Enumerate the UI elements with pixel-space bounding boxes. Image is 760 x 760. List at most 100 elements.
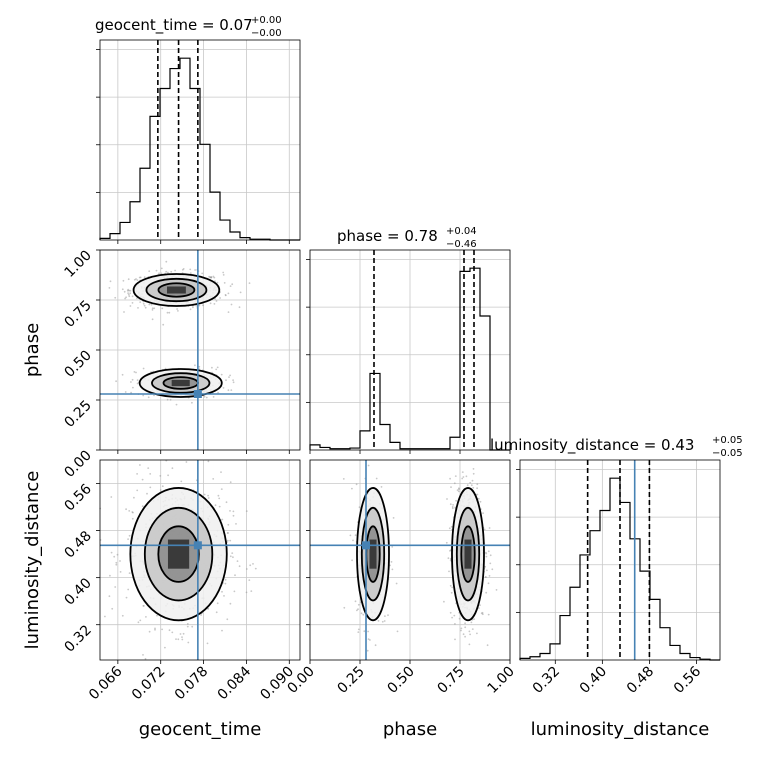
sample-point bbox=[153, 394, 155, 397]
sample-point bbox=[224, 582, 227, 585]
sample-point bbox=[191, 625, 194, 628]
sample-point bbox=[198, 304, 201, 307]
sample-point bbox=[174, 269, 177, 272]
sample-point bbox=[171, 631, 174, 634]
sample-point bbox=[472, 468, 475, 470]
y-tick-label: 0.48 bbox=[61, 528, 94, 561]
sample-point bbox=[108, 595, 111, 598]
sample-point bbox=[236, 560, 239, 562]
sample-point bbox=[155, 269, 158, 272]
y-tick-label: 0.32 bbox=[61, 622, 94, 655]
contour-line bbox=[157, 282, 196, 298]
sample-point bbox=[462, 476, 465, 478]
contour-line bbox=[356, 487, 390, 622]
sample-point bbox=[213, 303, 216, 305]
sample-point bbox=[461, 471, 464, 473]
contour-line bbox=[460, 525, 476, 583]
sample-point bbox=[481, 611, 484, 614]
sample-point bbox=[114, 586, 117, 588]
sample-point bbox=[194, 269, 197, 271]
sample-point bbox=[249, 564, 252, 567]
sample-point bbox=[487, 582, 490, 585]
sample-point bbox=[462, 633, 465, 636]
sample-point bbox=[145, 616, 147, 618]
truth-marker bbox=[193, 541, 202, 550]
density-peak bbox=[464, 539, 472, 569]
sample-point bbox=[142, 394, 145, 397]
sample-point bbox=[445, 541, 448, 544]
sample-point bbox=[212, 275, 215, 278]
sample-point bbox=[135, 278, 137, 280]
sample-point bbox=[149, 473, 152, 475]
sample-point bbox=[167, 271, 169, 274]
sample-point bbox=[133, 496, 135, 499]
sample-point bbox=[218, 505, 221, 508]
sample-point bbox=[136, 297, 138, 300]
sample-point bbox=[487, 613, 490, 616]
sample-point bbox=[465, 475, 468, 478]
title-luminosity-distance-upper: +0.05 bbox=[712, 435, 743, 446]
sample-point bbox=[245, 591, 248, 594]
sample-point bbox=[221, 518, 224, 521]
sample-point bbox=[391, 546, 394, 548]
xlabel-phase: phase bbox=[383, 719, 437, 740]
sample-point bbox=[229, 510, 231, 512]
sample-point bbox=[203, 395, 206, 398]
sample-point bbox=[132, 386, 134, 389]
sample-point bbox=[454, 475, 457, 477]
sample-point bbox=[486, 644, 489, 647]
sample-point bbox=[469, 481, 472, 484]
contour-line bbox=[360, 506, 386, 602]
sample-point bbox=[124, 297, 126, 300]
x-tick-label: 1.00 bbox=[484, 664, 517, 697]
sample-point bbox=[104, 615, 106, 618]
scatter-panel-luminosity-distance-vs-phase bbox=[306, 459, 511, 664]
sample-point bbox=[476, 483, 479, 486]
sample-point bbox=[491, 568, 494, 571]
sample-point bbox=[136, 489, 139, 492]
y-tick-label: 0.56 bbox=[61, 481, 94, 514]
sample-point bbox=[205, 396, 208, 399]
sample-point bbox=[142, 654, 144, 656]
sample-point bbox=[367, 630, 369, 633]
sample-point bbox=[181, 636, 183, 638]
sample-point bbox=[455, 499, 457, 502]
sample-point bbox=[449, 477, 451, 480]
sample-point bbox=[349, 534, 352, 537]
sample-point bbox=[202, 304, 204, 307]
sample-point bbox=[221, 590, 223, 593]
sample-point bbox=[209, 302, 212, 305]
sample-point bbox=[139, 619, 142, 622]
contour-line bbox=[145, 277, 208, 303]
sample-point bbox=[130, 381, 132, 383]
sample-point bbox=[143, 276, 146, 279]
y-tick-label: 1.00 bbox=[61, 248, 94, 281]
sample-point bbox=[203, 493, 206, 496]
y-tick-label: 0.40 bbox=[61, 575, 94, 608]
sample-point bbox=[127, 278, 130, 281]
sample-point bbox=[229, 285, 232, 287]
sample-point bbox=[176, 308, 179, 310]
sample-point bbox=[248, 579, 251, 581]
sample-point bbox=[476, 493, 479, 496]
title-luminosity-distance-lower: −0.05 bbox=[712, 448, 743, 459]
sample-point bbox=[114, 296, 117, 299]
sample-point bbox=[476, 632, 478, 635]
sample-point bbox=[217, 391, 220, 394]
sample-point bbox=[485, 551, 487, 554]
sample-point bbox=[121, 614, 124, 617]
sample-point bbox=[351, 487, 353, 490]
sample-point bbox=[447, 557, 450, 560]
sample-point bbox=[228, 376, 230, 378]
panels-layer bbox=[96, 39, 721, 664]
sample-point bbox=[232, 556, 234, 559]
sample-point bbox=[495, 589, 498, 591]
sample-point bbox=[229, 374, 232, 377]
sample-point bbox=[357, 628, 360, 631]
sample-point bbox=[457, 490, 460, 493]
sample-point bbox=[479, 604, 481, 607]
sample-point bbox=[211, 366, 213, 369]
sample-point bbox=[129, 305, 132, 307]
sample-point bbox=[182, 632, 185, 635]
diag-panel-geocent-time bbox=[96, 39, 301, 244]
